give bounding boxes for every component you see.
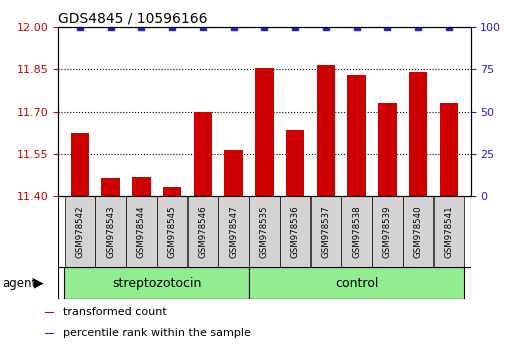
Text: transformed count: transformed count (63, 307, 166, 318)
Text: GDS4845 / 10596166: GDS4845 / 10596166 (58, 11, 207, 25)
Bar (45, 332, 54, 334)
Bar (193, 112, 212, 196)
Bar (157, 196, 187, 267)
Text: GSM978540: GSM978540 (413, 206, 422, 258)
Bar (187, 196, 218, 267)
Bar (255, 68, 273, 196)
Text: GSM978539: GSM978539 (382, 206, 391, 258)
Bar (408, 72, 427, 196)
Text: GSM978537: GSM978537 (321, 206, 330, 258)
Bar (45, 312, 54, 313)
Text: streptozotocin: streptozotocin (112, 277, 201, 290)
Bar (402, 196, 433, 267)
Bar (218, 196, 248, 267)
Bar (347, 75, 365, 196)
Bar (224, 150, 242, 196)
Bar (248, 196, 279, 267)
Bar (341, 196, 371, 267)
Bar (95, 196, 125, 267)
Bar (439, 103, 458, 196)
Bar (372, 196, 402, 267)
Bar (378, 103, 396, 196)
Text: GSM978541: GSM978541 (444, 206, 452, 258)
Bar (316, 65, 334, 196)
Text: agent: agent (3, 277, 37, 290)
Bar (132, 177, 150, 196)
Text: control: control (334, 277, 378, 290)
Text: GSM978544: GSM978544 (136, 206, 145, 258)
Text: GSM978535: GSM978535 (260, 206, 268, 258)
Text: GSM978538: GSM978538 (351, 206, 361, 258)
Bar (70, 133, 89, 196)
Bar (279, 196, 310, 267)
Text: GSM978543: GSM978543 (106, 206, 115, 258)
Bar (433, 196, 464, 267)
Bar (310, 196, 340, 267)
Text: percentile rank within the sample: percentile rank within the sample (63, 328, 250, 338)
Bar (126, 196, 156, 267)
Bar (285, 130, 304, 196)
Bar (101, 178, 120, 196)
Bar (163, 187, 181, 196)
Text: GSM978536: GSM978536 (290, 206, 299, 258)
Text: GSM978547: GSM978547 (229, 206, 238, 258)
Bar (248, 267, 464, 299)
Text: ▶: ▶ (34, 277, 44, 290)
Text: GSM978546: GSM978546 (198, 206, 207, 258)
Bar (64, 267, 248, 299)
Text: GSM978545: GSM978545 (167, 206, 176, 258)
Bar (64, 196, 95, 267)
Text: GSM978542: GSM978542 (75, 206, 84, 258)
